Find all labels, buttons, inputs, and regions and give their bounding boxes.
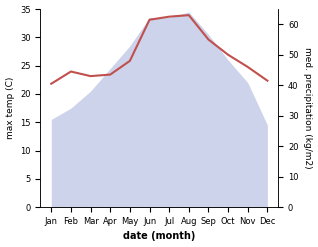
Y-axis label: med. precipitation (kg/m2): med. precipitation (kg/m2) bbox=[303, 47, 313, 169]
Y-axis label: max temp (C): max temp (C) bbox=[5, 77, 15, 139]
X-axis label: date (month): date (month) bbox=[123, 231, 196, 242]
